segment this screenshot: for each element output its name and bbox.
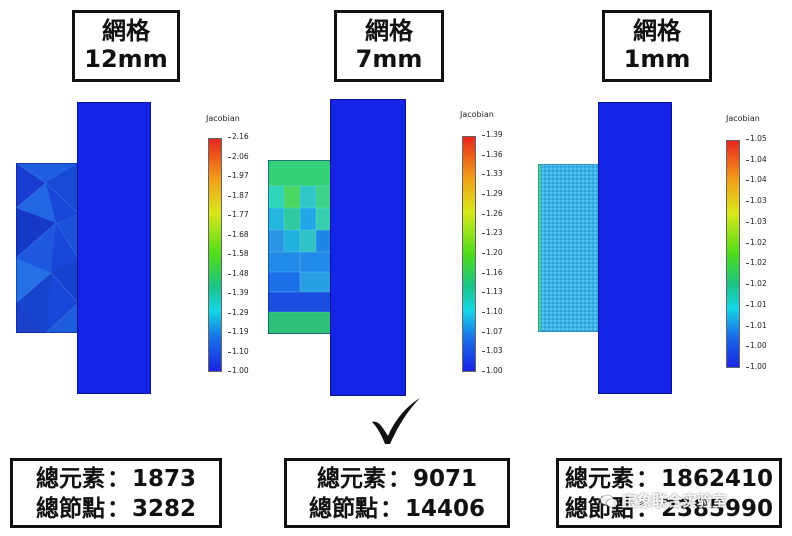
legend-tick-label: 1.03 [746,216,767,226]
mesh-label: 網格 [102,17,150,46]
legend-tick-label: 1.39 [228,288,249,297]
legend-tick-label: 1.03 [746,196,767,206]
legend-colorbar [726,140,740,368]
mesh-size-box: 網格 1mm [602,10,712,82]
elements-value: 1862410 [660,466,774,493]
separator: ： [635,466,659,493]
separator: ： [379,496,403,522]
nodes-value: 3282 [131,496,196,522]
legend-tick-label: 2.06 [228,151,249,161]
mesh-size-box: 網格 12mm [72,10,180,82]
elements-label: 總元素 [564,466,634,493]
checkmark-icon [372,398,420,444]
wechat-icon [600,494,618,507]
panel-12mm: 網格 12mm Jacobian 2.16 2.06 1.97 1.87 1.77 1.6… [0,0,264,536]
legend-tick-label: 1.48 [228,268,249,278]
mesh-size: 12mm [84,45,168,73]
watermark-text: 宝象联合实验室 [622,492,728,510]
legend-tick-label: 1.16 [482,267,503,277]
legend-tick-label: 1.01 [746,320,767,330]
legend-tick-label: 1.02 [746,258,767,268]
legend-tick-label: 1.02 [746,279,767,289]
separator: ： [635,496,659,522]
nodes-value: 14406 [404,496,486,522]
legend-tick-label: 1.36 [482,149,503,159]
legend-tick-label: 1.10 [228,346,249,356]
elements-value: 9071 [412,466,477,493]
legend-tick-label: 1.29 [482,189,503,198]
legend-tick-label: 1.19 [228,327,249,336]
legend-tick-label: 1.13 [482,287,503,297]
legend-tick-label: 1.87 [228,190,249,200]
nodes-label: 總節點 [564,496,634,522]
legend-tick-label: 1.20 [482,248,503,257]
nodes-label: 總節點 [35,496,105,522]
legend-tick-label: 1.07 [482,326,503,336]
separator: ： [387,466,411,493]
legend-tick-label: 1.58 [228,249,249,258]
legend-tick-label: 1.02 [746,237,767,247]
legend-tick-label: 1.29 [228,307,249,317]
legend-tick-label: 1.03 [482,346,503,356]
totals-box: 總元素： 9071 總節點： 14406 [284,458,510,528]
mesh-part-coarse [16,163,78,333]
mesh-size: 1mm [623,45,691,73]
totals-box: 總元素： 1873 總節點： 3282 [10,458,222,528]
legend-title: Jacobian [726,114,760,123]
solid-block [330,99,406,396]
mesh-size: 7mm [355,45,423,73]
legend-tick-label: 1.33 [482,169,503,179]
watermark: 宝象联合实验室 [600,490,727,511]
elements-label: 總元素 [35,466,105,493]
legend-tick-label: 1.10 [482,307,503,316]
mesh-label: 網格 [633,17,681,46]
mesh-part-fine [538,164,600,332]
elements-value: 1873 [131,466,196,493]
legend-tick-label: 1.01 [746,299,767,309]
legend-tick-label: 1.04 [746,175,767,185]
nodes-label: 總節點 [308,496,378,522]
legend-tick-label: 1.04 [746,154,767,164]
legend-colorbar [462,136,476,372]
legend-tick-label: 1.00 [228,366,249,375]
legend-tick-label: 1.77 [228,210,249,219]
legend-tick-label: 1.05 [746,134,767,143]
separator: ： [106,466,130,493]
legend-tick-label: 1.00 [482,366,503,375]
legend-tick-label: 1.68 [228,229,249,239]
legend-tick-label: 2.16 [228,132,249,141]
legend-tick-label: 1.39 [482,130,503,139]
legend-tick-label: 1.00 [746,362,767,371]
separator: ： [106,496,130,522]
totals-box: 總元素： 1862410 總節點： 2385990 [556,458,782,528]
mesh-size-box: 網格 7mm [334,10,444,82]
elements-label: 總元素 [316,466,386,493]
mesh-label: 網格 [365,17,413,46]
solid-block [598,102,672,394]
panel-1mm: 網格 1mm Jacobian 1.05 1.04 1.04 1.03 1.03 1.02… [528,0,792,536]
panel-7mm: 網格 7mm Jacobian 1.39 1.36 1.33 1.29 1.26 1.23… [264,0,528,536]
legend-tick-label: 1.97 [228,171,249,180]
mesh-part-medium [268,160,332,334]
legend-tick-label: 1.26 [482,208,503,218]
legend-tick-label: 1.23 [482,228,503,238]
legend-tick-label: 1.00 [746,341,767,351]
legend-colorbar [208,138,222,372]
solid-block [77,102,151,394]
nodes-value: 2385990 [660,496,774,522]
legend-title: Jacobian [460,110,494,119]
legend-title: Jacobian [206,114,240,123]
